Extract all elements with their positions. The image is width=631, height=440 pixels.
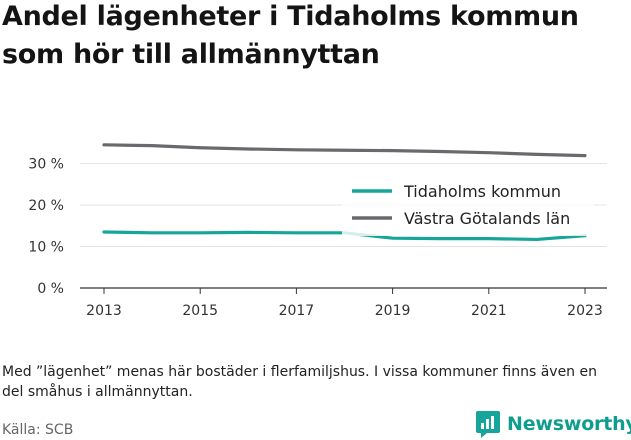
brand-logo: Newsworthy <box>475 408 631 440</box>
legend-background <box>342 176 594 236</box>
x-tick-labels: 2013 2015 2017 2019 2021 2023 <box>86 288 603 319</box>
newsworthy-logo-icon <box>476 411 500 438</box>
y-tick-label: 20 % <box>28 198 64 214</box>
series-line-vastra-gotaland <box>102 143 587 158</box>
y-tick-label: 0 % <box>37 281 64 297</box>
x-tick-label: 2015 <box>182 303 218 319</box>
x-tick-label: 2019 <box>375 303 411 319</box>
x-tick-label: 2021 <box>471 303 507 319</box>
x-tick-label: 2017 <box>279 303 315 319</box>
line-chart: 0 % 10 % 20 % 30 % 2013 2015 2017 2019 2021 2023… <box>28 143 607 319</box>
legend: Tidaholms kommun Västra Götalands län <box>342 176 594 236</box>
y-tick-labels: 0 % 10 % 20 % 30 % <box>28 157 64 298</box>
x-tick-label: 2023 <box>567 303 603 319</box>
chart-title: Andel lägenheter i Tidaholms kommun som … <box>2 1 579 70</box>
y-tick-label: 30 % <box>28 157 64 173</box>
source-label: Källa: SCB <box>2 422 74 438</box>
y-tick-label: 10 % <box>28 240 64 256</box>
footnote: Med ”lägenhet” menas här bostäder i fler… <box>2 364 597 400</box>
legend-label: Västra Götalands län <box>404 209 570 228</box>
x-tick-label: 2013 <box>86 303 122 319</box>
brand-name: Newsworthy <box>507 413 631 435</box>
legend-label: Tidaholms kommun <box>403 182 561 201</box>
